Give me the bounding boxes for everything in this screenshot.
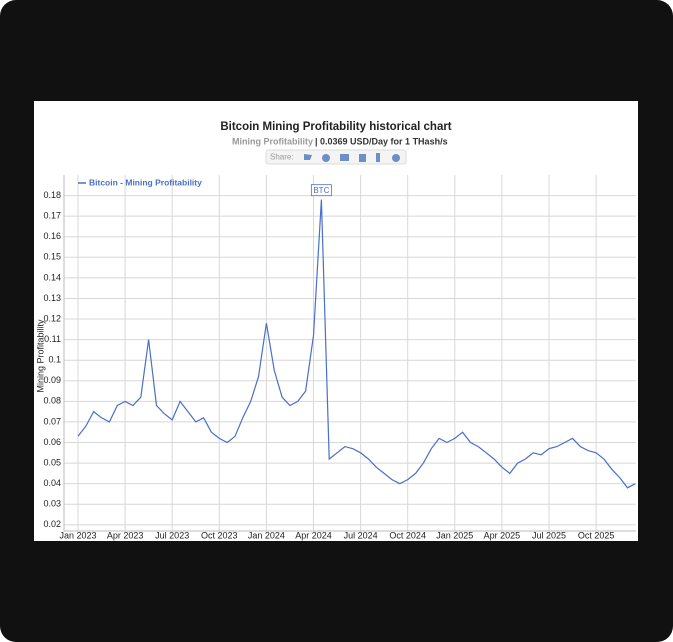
x-tick-label: Jul 2025 bbox=[532, 530, 566, 540]
y-tick-label: 0.11 bbox=[44, 334, 61, 344]
legend-label: Bitcoin - Mining Profitability bbox=[89, 177, 202, 187]
share-bar bbox=[265, 149, 407, 165]
x-tick-label: Jan 2025 bbox=[436, 530, 473, 540]
x-tick-label: Oct 2024 bbox=[389, 530, 426, 540]
subtitle-label: Mining Profitability bbox=[232, 136, 313, 146]
y-tick-label: 0.05 bbox=[43, 457, 61, 467]
like-icon[interactable] bbox=[359, 154, 366, 162]
y-tick-label: 0.06 bbox=[43, 437, 61, 447]
chart: Bitcoin Mining Profitability historical … bbox=[35, 121, 636, 540]
data-line bbox=[77, 199, 636, 489]
annotation-box bbox=[310, 184, 332, 197]
share-icons[interactable] bbox=[304, 153, 400, 162]
y-tick-label: 0.03 bbox=[43, 499, 61, 509]
vk-icon[interactable] bbox=[340, 154, 349, 161]
y-tick-label: 0.07 bbox=[43, 416, 61, 426]
chart-title: Bitcoin Mining Profitability historical … bbox=[220, 121, 451, 133]
share-label: Share: bbox=[270, 153, 294, 162]
y-axis-title: Mining Profitability bbox=[35, 319, 45, 393]
subtitle-value: | 0.0369 USD/Day for 1 THash/s bbox=[315, 136, 448, 146]
y-tick-label: 0.16 bbox=[43, 231, 61, 241]
reddit-icon[interactable] bbox=[322, 154, 330, 162]
weibo-icon[interactable] bbox=[392, 154, 400, 162]
x-tick-label: Oct 2025 bbox=[578, 530, 615, 540]
y-tick-label: 0.14 bbox=[43, 272, 61, 282]
chart-panel: Bitcoin Mining Profitability historical … bbox=[34, 101, 638, 541]
x-tick-label: Apr 2024 bbox=[295, 530, 332, 540]
twitter-icon[interactable] bbox=[304, 154, 312, 160]
y-tick-label: 0.18 bbox=[43, 190, 61, 200]
x-tick-label: Jul 2023 bbox=[155, 530, 189, 540]
y-tick-label: 0.15 bbox=[43, 252, 61, 262]
annotation: BTC bbox=[313, 186, 329, 195]
y-tick-label: 0.02 bbox=[43, 519, 61, 529]
y-tick-label: 0.13 bbox=[43, 293, 61, 303]
x-tick-label: Jul 2024 bbox=[344, 530, 378, 540]
x-tick-label: Jan 2024 bbox=[248, 530, 285, 540]
x-tick-label: Jan 2023 bbox=[59, 530, 96, 540]
y-tick-label: 0.1 bbox=[48, 355, 61, 365]
x-tick-label: Apr 2025 bbox=[484, 530, 521, 540]
y-tick-label: 0.08 bbox=[43, 396, 61, 406]
y-tick-label: 0.17 bbox=[43, 211, 61, 221]
facebook-icon[interactable] bbox=[376, 153, 380, 162]
x-tick-label: Apr 2023 bbox=[107, 530, 144, 540]
y-tick-label: 0.12 bbox=[43, 313, 61, 323]
y-tick-label: 0.09 bbox=[43, 375, 61, 385]
y-tick-label: 0.04 bbox=[43, 478, 61, 488]
x-tick-label: Oct 2023 bbox=[201, 530, 238, 540]
